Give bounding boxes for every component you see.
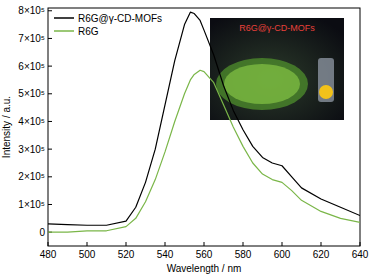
x-tick-label: 500 [79,249,96,260]
inset-powder [224,64,300,104]
y-tick-label: 6×10⁵ [18,61,45,72]
y-tick-label: 2×10⁵ [18,171,45,182]
y-tick-label: 3×10⁵ [18,144,45,155]
x-axis-title: Wavelength / nm [167,263,242,274]
x-tick-label: 620 [313,249,330,260]
y-tick [48,38,52,39]
legend-label: R6G [78,26,99,37]
x-tick-label: 520 [118,249,135,260]
y-tick-label: 1×10⁵ [18,199,45,210]
x-tick [87,242,88,246]
legend-swatch [54,30,74,32]
inset-liquid [319,85,333,99]
x-tick [204,242,205,246]
x-tick [48,242,49,246]
legend-swatch [54,17,74,19]
series-line [48,70,360,232]
y-tick [48,10,52,11]
x-tick [243,242,244,246]
y-tick [48,93,52,94]
plot-lines [48,12,360,232]
y-tick [48,204,52,205]
y-tick [48,149,52,150]
y-tick-label: 0 [39,227,45,238]
x-tick-label: 640 [352,249,369,260]
x-tick [126,242,127,246]
inset-label: R6G@γ-CD-MOFs [239,23,315,33]
plot-frame [48,8,360,246]
y-tick [48,66,52,67]
y-tick-label: 7×10⁵ [18,33,45,44]
series-line [48,12,360,225]
inset-photo [210,18,344,120]
x-tick [321,242,322,246]
x-tick [360,242,361,246]
chart: R6G@γ-CD-MOFs 480 500 520 540 560 580 600 620 640… [0,0,369,278]
x-tick [282,242,283,246]
y-tick-label: 8×10⁵ [18,5,45,16]
x-tick-label: 580 [235,249,252,260]
x-tick-label: 600 [274,249,291,260]
y-tick-label: 4×10⁵ [18,116,45,127]
x-tick-label: 540 [157,249,174,260]
y-axis-title: Intensity / a.u. [1,96,12,158]
legend-label: R6G@γ-CD-MOFs [78,13,162,24]
y-tick [48,121,52,122]
y-tick-label: 5×10⁵ [18,88,45,99]
x-tick-label: 560 [196,249,213,260]
x-tick [165,242,166,246]
y-tick [48,176,52,177]
x-tick-label: 480 [40,249,57,260]
inset-vial [318,58,334,102]
